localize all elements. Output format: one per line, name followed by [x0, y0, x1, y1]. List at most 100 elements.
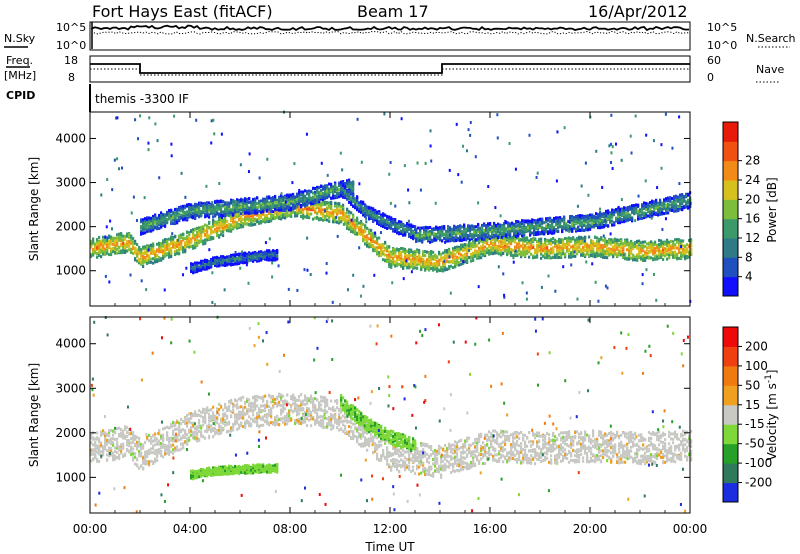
- power-cell: [184, 249, 187, 253]
- power-cell: [376, 221, 379, 225]
- power-cell: [490, 248, 493, 252]
- power-cell: [302, 212, 305, 216]
- power-cell: [352, 204, 355, 208]
- power-cell: [166, 213, 169, 217]
- power-cell: [418, 256, 421, 260]
- power-cell: [236, 214, 239, 218]
- power-cell: [204, 228, 207, 232]
- power-cell: [198, 209, 201, 213]
- power-cell: [222, 228, 225, 232]
- power-cell: [304, 215, 307, 219]
- power-cell: [304, 200, 307, 204]
- power-cell: [148, 260, 151, 264]
- power-cell: [596, 240, 599, 244]
- power-cell: [378, 210, 381, 214]
- power-cell: [278, 216, 281, 220]
- power-cell: [602, 248, 605, 252]
- power-cell: [432, 250, 435, 254]
- power-cell: [644, 244, 647, 248]
- power-cell: [600, 246, 603, 250]
- power-cell: [198, 261, 201, 265]
- power-cell: [128, 232, 131, 236]
- power-cell: [340, 194, 343, 198]
- power-cell: [398, 252, 401, 256]
- power-cell: [688, 251, 691, 255]
- power-cell: [362, 213, 365, 217]
- power-cell: [166, 252, 169, 256]
- power-cell: [542, 249, 545, 253]
- power-cell: [594, 254, 597, 258]
- power-cell: [660, 256, 663, 260]
- power-cell: [412, 259, 415, 263]
- power-cell: [460, 262, 463, 266]
- power-cell: [108, 253, 111, 257]
- power-cell: [234, 210, 237, 214]
- power-cell: [216, 204, 219, 208]
- power-cell: [354, 206, 357, 210]
- power-cell: [630, 239, 633, 243]
- power-cell: [616, 241, 619, 245]
- power-cell: [320, 217, 323, 221]
- power-cell: [200, 261, 203, 265]
- power-cell: [342, 208, 345, 212]
- power-cell: [480, 239, 483, 243]
- power-cell: [256, 202, 259, 206]
- power-cell: [236, 201, 239, 205]
- power-cell: [420, 265, 423, 269]
- power-cell: [368, 231, 371, 235]
- power-cell: [244, 207, 247, 211]
- power-cell: [198, 268, 201, 272]
- power-cell: [248, 206, 251, 210]
- power-cell: [572, 247, 575, 251]
- power-cell: [646, 256, 649, 260]
- power-cell: [240, 217, 243, 221]
- power-cell: [430, 258, 433, 262]
- power-cell: [376, 248, 379, 252]
- power-cell: [162, 249, 165, 253]
- power-cell: [188, 243, 191, 247]
- power-cell: [492, 241, 495, 245]
- power-cell: [300, 215, 303, 219]
- power-cell: [472, 251, 475, 255]
- power-cell: [410, 259, 413, 263]
- power-cell: [600, 237, 603, 241]
- power-cell: [650, 240, 653, 244]
- power-cell: [206, 228, 209, 232]
- power-cell: [550, 241, 553, 245]
- power-cell: [252, 216, 255, 220]
- power-cell: [610, 252, 613, 256]
- power-cell: [114, 240, 117, 244]
- power-cell: [164, 249, 167, 253]
- power-cell: [156, 260, 159, 264]
- power-cell: [546, 246, 549, 250]
- power-cell: [604, 245, 607, 249]
- power-cell: [654, 251, 657, 255]
- power-cell: [422, 252, 425, 256]
- power-cell: [412, 265, 415, 269]
- power-cell: [334, 181, 337, 185]
- power-cell: [470, 259, 473, 263]
- power-cell: [420, 256, 423, 260]
- power-cell: [300, 190, 303, 194]
- power-cell: [506, 242, 509, 246]
- power-cell: [604, 241, 607, 245]
- power-cell: [156, 249, 159, 253]
- power-cell: [310, 204, 313, 208]
- power-cell: [172, 212, 175, 216]
- power-cell: [550, 251, 553, 255]
- power-cell: [400, 223, 403, 227]
- power-cell: [590, 239, 593, 243]
- power-cell: [660, 242, 663, 246]
- power-cell: [406, 229, 409, 233]
- power-cell: [542, 247, 545, 251]
- power-cell: [386, 215, 389, 219]
- power-cell: [336, 205, 339, 209]
- power-cell: [90, 239, 93, 243]
- power-cell: [168, 214, 171, 218]
- power-cell: [198, 230, 201, 234]
- power-cell: [98, 235, 101, 239]
- power-cell: [686, 243, 689, 247]
- power-cell: [220, 210, 223, 214]
- power-cell: [236, 206, 239, 210]
- power-cell: [202, 225, 205, 229]
